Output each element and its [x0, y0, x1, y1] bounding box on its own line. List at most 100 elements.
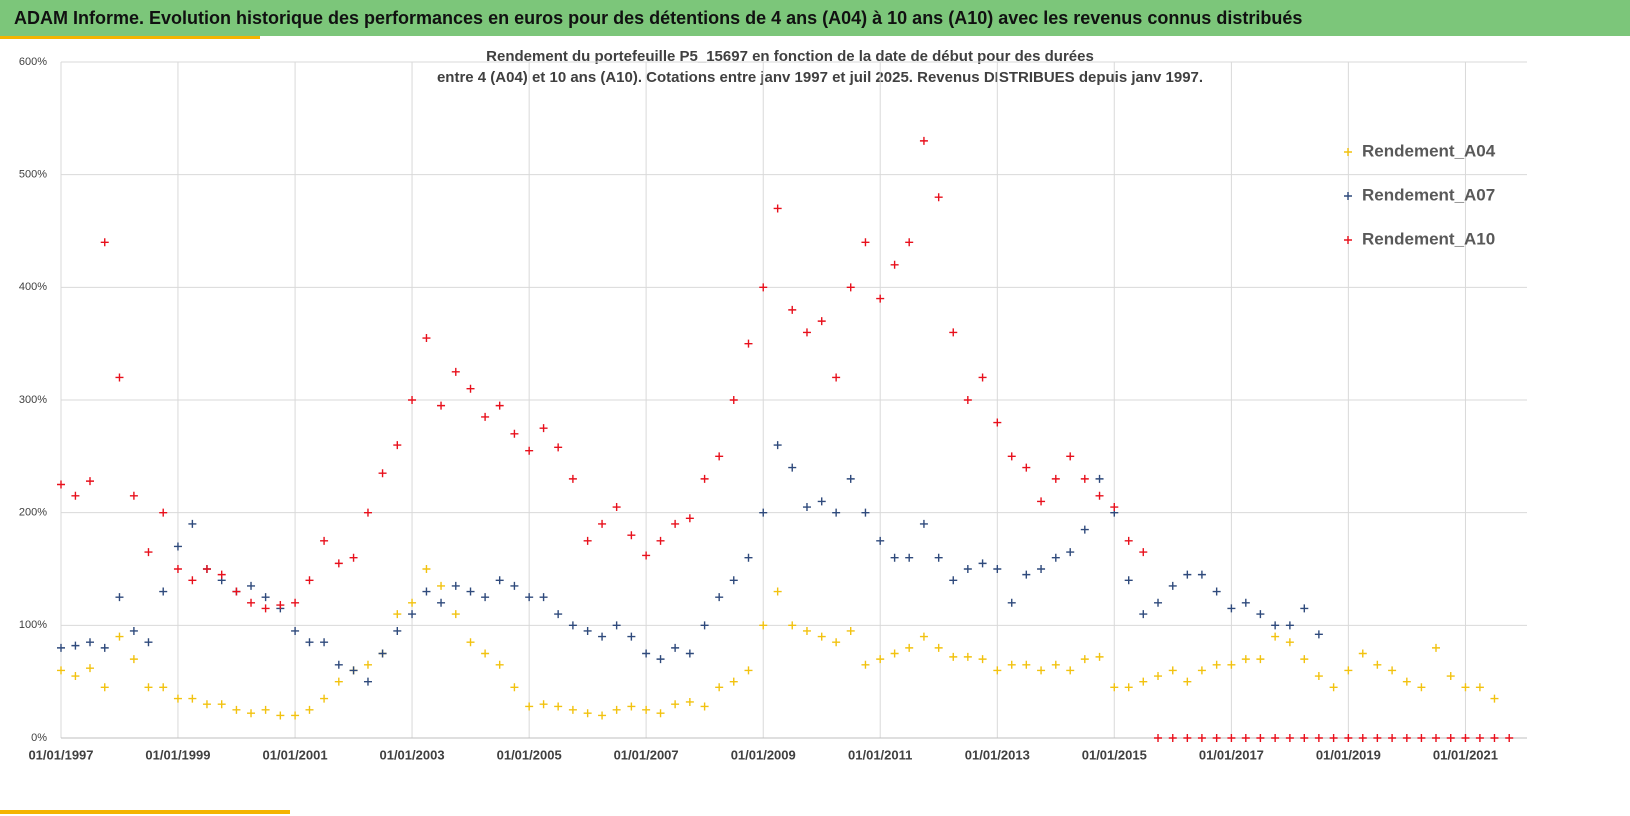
point	[71, 491, 80, 500]
point	[232, 587, 241, 596]
point	[1051, 660, 1060, 669]
point	[71, 672, 80, 681]
x-tick-label: 01/01/2009	[731, 747, 796, 762]
x-tick-label: 01/01/1999	[145, 747, 210, 762]
point	[1197, 734, 1206, 742]
point	[715, 452, 724, 461]
point	[1212, 734, 1221, 742]
point	[481, 593, 490, 602]
point	[276, 601, 285, 610]
point	[583, 626, 592, 635]
point	[598, 711, 607, 720]
point	[1271, 734, 1280, 742]
point	[568, 621, 577, 630]
point	[1212, 660, 1221, 669]
point	[612, 621, 621, 630]
point	[525, 446, 534, 455]
point	[1007, 598, 1016, 607]
point	[393, 626, 402, 635]
point	[685, 697, 694, 706]
point	[129, 655, 138, 664]
point	[1256, 734, 1265, 742]
point	[159, 508, 168, 517]
point	[1168, 666, 1177, 675]
point	[1446, 672, 1455, 681]
point	[378, 469, 387, 478]
point	[1417, 734, 1426, 742]
point	[993, 666, 1002, 675]
y-tick-label: 300%	[19, 394, 47, 406]
point	[247, 581, 256, 590]
y-tick-label: 600%	[19, 56, 47, 68]
point	[1358, 649, 1367, 658]
point	[525, 593, 534, 602]
legend-marker	[1344, 148, 1352, 156]
point	[729, 677, 738, 686]
point	[1051, 553, 1060, 562]
point	[861, 238, 870, 247]
point	[173, 542, 182, 551]
point	[1271, 632, 1280, 641]
legend-marker	[1344, 236, 1352, 244]
point	[144, 548, 153, 557]
point	[1271, 621, 1280, 630]
point	[291, 626, 300, 635]
point	[890, 553, 899, 562]
point	[993, 565, 1002, 573]
point	[85, 638, 94, 647]
point	[1154, 598, 1163, 607]
point	[788, 463, 797, 472]
point	[495, 576, 504, 585]
point	[1461, 683, 1470, 692]
point	[188, 694, 197, 703]
point	[1373, 660, 1382, 669]
point	[817, 317, 826, 326]
point	[173, 565, 182, 573]
point	[1197, 666, 1206, 675]
point	[802, 626, 811, 635]
point	[100, 238, 109, 247]
point	[100, 683, 109, 692]
chart-title: entre 4 (A04) et 10 ans (A10). Cotations…	[437, 69, 1203, 86]
point	[276, 711, 285, 720]
point	[1022, 660, 1031, 669]
point	[173, 694, 182, 703]
point	[1080, 474, 1089, 483]
point	[1037, 565, 1046, 573]
point	[1110, 503, 1119, 512]
point	[583, 709, 592, 718]
point	[363, 508, 372, 517]
point	[905, 643, 914, 652]
legend-label: Rendement_A07	[1362, 185, 1495, 204]
point	[949, 652, 958, 661]
point	[802, 328, 811, 337]
point	[773, 587, 782, 596]
point	[773, 441, 782, 450]
point	[846, 283, 855, 292]
point	[612, 503, 621, 512]
point	[437, 401, 446, 410]
point	[422, 565, 431, 573]
point	[963, 652, 972, 661]
point	[393, 441, 402, 450]
point	[305, 638, 314, 647]
point	[422, 334, 431, 343]
y-tick-label: 100%	[19, 619, 47, 631]
point	[466, 587, 475, 596]
point	[1344, 666, 1353, 675]
point	[85, 664, 94, 673]
point	[685, 649, 694, 658]
point	[57, 666, 65, 675]
point	[539, 700, 548, 709]
point	[1080, 655, 1089, 664]
point	[1388, 666, 1397, 675]
point	[832, 508, 841, 517]
point	[1168, 581, 1177, 590]
point	[919, 632, 928, 641]
point	[1402, 677, 1411, 686]
point	[963, 396, 972, 404]
point	[437, 581, 446, 590]
point	[905, 238, 914, 247]
point	[1241, 734, 1250, 742]
